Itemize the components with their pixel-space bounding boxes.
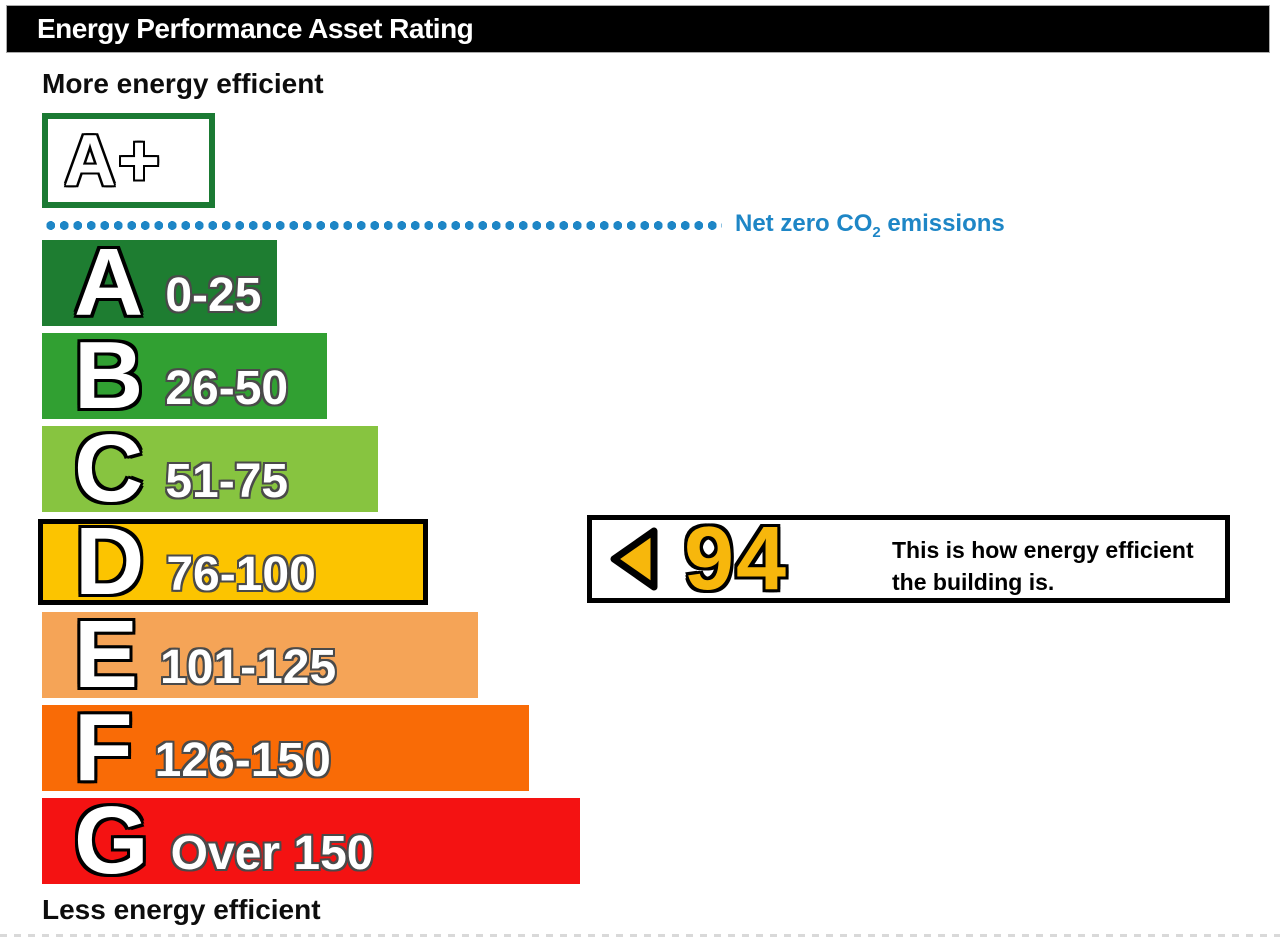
band-f-letter: F [74, 694, 133, 801]
net-zero-suffix: emissions [887, 210, 1005, 237]
band-g: G Over 150 [42, 787, 580, 894]
less-efficient-label: Less energy efficient [42, 894, 321, 925]
band-b: B 26-50 [42, 322, 327, 429]
rating-bands: A 0-25 B 26-50 C 51-75 D 76-100 E 101-12… [38, 229, 580, 894]
rating-value: 94 [684, 509, 789, 609]
rating-description-line2: the building is. [892, 569, 1055, 595]
rating-indicator: 94 This is how energy efficient the buil… [587, 509, 1230, 609]
left-arrow-shape [610, 527, 658, 591]
net-zero-subscript: 2 [872, 223, 881, 241]
page-title: Energy Performance Asset Rating [37, 13, 474, 44]
header-bar: Energy Performance Asset Rating [6, 5, 1270, 53]
band-f-range: 126-150 [154, 734, 331, 787]
band-d-range: 76-100 [166, 548, 316, 601]
rating-description: This is how energy efficient the buildin… [892, 534, 1194, 598]
band-g-range: Over 150 [170, 827, 374, 880]
band-a: A 0-25 [42, 229, 277, 336]
band-a-plus-letter: A+ [64, 120, 163, 201]
band-c-letter: C [74, 415, 144, 522]
band-d-current: D 76-100 [38, 508, 428, 615]
band-a-range: 0-25 [165, 269, 262, 322]
band-c: C 51-75 [42, 415, 378, 522]
rating-description-line1: This is how energy efficient [892, 537, 1194, 563]
band-e-range: 101-125 [160, 641, 337, 694]
band-f: F 126-150 [42, 694, 529, 801]
bottom-dotted-edge [0, 934, 1280, 937]
band-a-plus: A+ [42, 113, 215, 208]
band-b-letter: B [74, 322, 144, 429]
left-arrow-icon [610, 527, 658, 591]
band-a-letter: A [74, 229, 144, 336]
band-g-letter: G [74, 787, 149, 894]
band-c-range: 51-75 [165, 455, 289, 508]
more-efficient-label: More energy efficient [42, 68, 324, 99]
net-zero-prefix: Net zero CO [735, 210, 873, 237]
band-b-range: 26-50 [165, 362, 289, 415]
net-zero-dotted-line [44, 221, 722, 230]
band-e: E 101-125 [42, 601, 478, 708]
band-e-letter: E [74, 601, 139, 708]
net-zero-label: Net zero CO2 emissions [735, 210, 1005, 241]
band-d-letter: D [75, 508, 145, 615]
